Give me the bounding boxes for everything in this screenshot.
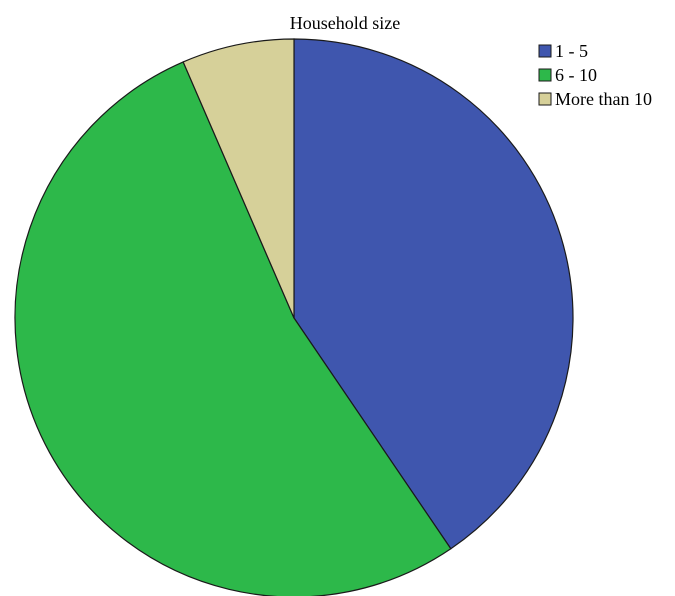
legend-label-1-5: 1 - 5 [555, 41, 588, 61]
legend-label-more-than-10: More than 10 [555, 89, 652, 109]
legend-swatch-more-than-10 [538, 92, 552, 106]
legend-swatch-6-10 [538, 68, 552, 82]
legend-label-6-10: 6 - 10 [555, 65, 597, 85]
pie-slice-6-10 [14, 61, 452, 596]
pie-slice-1-5 [293, 38, 574, 550]
legend-swatch-1-5 [538, 44, 552, 58]
chart-title: Household size [290, 13, 400, 33]
legend: 1 - 5 6 - 10 More than 10 [538, 41, 652, 109]
pie-slices [14, 38, 574, 596]
pie-slice-more-than-10 [182, 38, 295, 319]
